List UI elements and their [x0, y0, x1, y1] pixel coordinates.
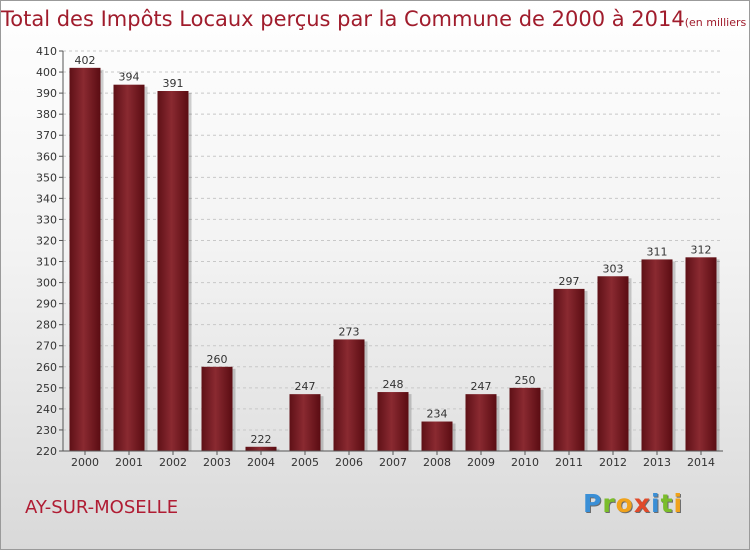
x-tick-label: 2008 [423, 456, 451, 469]
chart-title: Total des Impôts Locaux perçus par la Co… [1, 7, 749, 31]
y-tick-label: 340 [36, 192, 57, 205]
logo-letter: i [651, 489, 661, 518]
y-tick-label: 270 [36, 340, 57, 353]
bar-value-label: 402 [75, 54, 96, 67]
y-tick-label: 300 [36, 277, 57, 290]
x-tick-label: 2013 [643, 456, 671, 469]
y-tick-label: 370 [36, 129, 57, 142]
bar [69, 67, 101, 451]
logo-letter: x [633, 489, 651, 518]
bar-value-label: 311 [647, 245, 668, 258]
x-tick-label: 2010 [511, 456, 539, 469]
bar-value-label: 234 [427, 408, 448, 421]
bar [421, 421, 453, 451]
title-text: Total des Impôts Locaux perçus par la Co… [1, 7, 685, 31]
bar-value-label: 273 [339, 325, 360, 338]
y-tick-label: 390 [36, 87, 57, 100]
bar [509, 387, 541, 451]
x-tick-label: 2014 [687, 456, 715, 469]
x-tick-label: 2011 [555, 456, 583, 469]
y-tick-label: 240 [36, 403, 57, 416]
logo-letter: i [673, 489, 684, 518]
logo-letter: P [583, 489, 603, 518]
y-tick-label: 350 [36, 171, 57, 184]
y-tick-label: 280 [36, 319, 57, 332]
x-tick-label: 2005 [291, 456, 319, 469]
bars: 402 394 391 260 222 247 273 248 234 247 250 297 303 3… [69, 54, 720, 452]
y-tick-label: 290 [36, 298, 57, 311]
logo-letter: r [602, 489, 616, 518]
y-tick-label: 310 [36, 256, 57, 269]
x-tick-label: 2009 [467, 456, 495, 469]
bar-value-label: 247 [471, 380, 492, 393]
bar [553, 288, 585, 451]
x-tick-label: 2002 [159, 456, 187, 469]
bar-value-label: 260 [207, 353, 228, 366]
bar-value-label: 250 [515, 374, 536, 387]
bar-value-label: 297 [559, 275, 580, 288]
title-unit: (en milliers d'€) [684, 16, 749, 29]
y-tick-label: 260 [36, 361, 57, 374]
y-tick-label: 230 [36, 424, 57, 437]
commune-name: AY-SUR-MOSELLE [25, 497, 179, 518]
y-tick-label: 320 [36, 234, 57, 247]
x-tick-label: 2006 [335, 456, 363, 469]
x-tick-label: 2004 [247, 456, 275, 469]
x-tick-label: 2012 [599, 456, 627, 469]
y-tick-label: 220 [36, 445, 57, 458]
bar [245, 446, 277, 451]
y-tick-label: 250 [36, 382, 57, 395]
logo-letter: t [660, 489, 674, 518]
x-tick-label: 2001 [115, 456, 143, 469]
bar-value-label: 247 [295, 380, 316, 393]
bar [641, 259, 673, 451]
bar-value-label: 303 [603, 262, 624, 275]
bar [465, 394, 497, 451]
bar-value-label: 394 [119, 71, 140, 84]
x-tick-label: 2007 [379, 456, 407, 469]
bar [113, 84, 145, 452]
x-axis: 2000 2001 2002 2003 2004 2005 2006 2007 2008 2009… [63, 450, 723, 469]
x-tick-label: 2003 [203, 456, 231, 469]
y-tick-label: 400 [36, 66, 57, 79]
bar [377, 392, 409, 451]
y-axis: 220 230 240 250 260 270 280 290 300 310 320 330 340 3… [36, 45, 64, 458]
bar-value-label: 312 [691, 243, 712, 256]
bar [289, 394, 321, 451]
y-tick-label: 380 [36, 108, 57, 121]
y-tick-label: 410 [36, 45, 57, 58]
bar [333, 339, 365, 451]
bar [685, 257, 717, 451]
bar-value-label: 222 [251, 433, 272, 446]
bar [201, 366, 233, 451]
logo-letter: o [615, 489, 634, 518]
bar-value-label: 248 [383, 378, 404, 391]
y-tick-label: 360 [36, 150, 57, 163]
x-tick-label: 2000 [71, 456, 99, 469]
bar [157, 91, 189, 451]
y-tick-label: 330 [36, 213, 57, 226]
bar-value-label: 391 [163, 77, 184, 90]
proxiti-logo[interactable]: Proxiti [583, 489, 683, 518]
bar [597, 276, 629, 451]
